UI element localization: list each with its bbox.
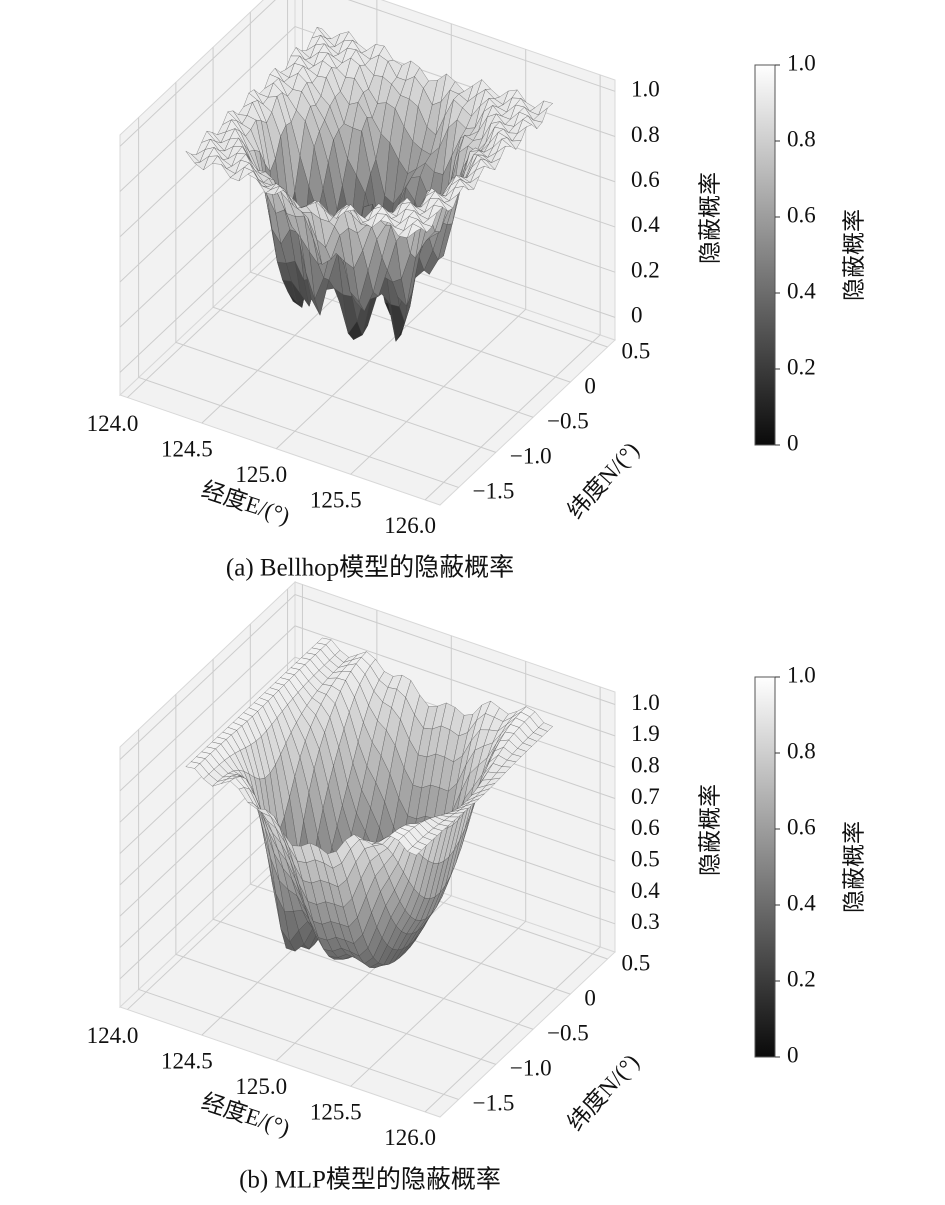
y-axis-label: 纬度N/(°) (563, 437, 644, 523)
colorbar-tick-label: 0.6 (787, 814, 816, 839)
y-tick-label: 0 (584, 373, 596, 398)
colorbar-tick-label: 0.8 (787, 738, 816, 763)
grid-line (138, 729, 459, 1100)
x-tick-label: 125.0 (235, 462, 287, 487)
y-tick-label: 0.5 (622, 950, 651, 975)
caption: (a) Bellhop模型的隐蔽概率 (226, 554, 514, 582)
x-tick-label: 125.0 (235, 1074, 287, 1099)
colorbar-tick-label: 1.0 (787, 662, 816, 687)
grid-line (175, 82, 497, 453)
y-tick-label: 0 (584, 985, 596, 1010)
grid-line (424, 686, 601, 1113)
colorbar-tick-label: 0.2 (787, 354, 816, 379)
colorbar-tick-label: 0.6 (787, 202, 816, 227)
y-tick-label: −1.0 (510, 444, 552, 469)
x-tick-label: 124.5 (161, 1048, 213, 1073)
colorbar-tick-label: 0.8 (787, 126, 816, 151)
y-tick-label: −1.5 (473, 479, 515, 504)
x-tick-label: 125.5 (310, 488, 362, 513)
caption: (b) MLP模型的隐蔽概率 (239, 1166, 501, 1194)
z-tick-label: 1.0 (631, 77, 660, 102)
colorbar-label: 隐蔽概率 (841, 821, 866, 913)
colorbar-tick-label: 0 (787, 1042, 799, 1067)
colorbar-label: 隐蔽概率 (841, 209, 866, 301)
z-tick-label: 0.2 (631, 257, 660, 282)
colorbar-tick-label: 0.4 (787, 278, 816, 303)
y-tick-label: −1.5 (473, 1091, 515, 1116)
y-axis-label: 纬度N/(°) (563, 1049, 644, 1135)
z-tick-label: 0.6 (631, 815, 660, 840)
grid-line (424, 74, 601, 501)
y-tick-label: 0.5 (622, 338, 651, 363)
z-tick-label: 1.0 (631, 690, 660, 715)
colorbar-tick-label: 1.0 (787, 50, 816, 75)
x-tick-label: 125.5 (310, 1100, 362, 1125)
colorbar (754, 64, 776, 446)
surface-cell (407, 846, 422, 856)
surface-cell (407, 223, 422, 239)
z-tick-label: 0.5 (631, 846, 660, 871)
z-tick-label: 0.7 (631, 784, 660, 809)
grid-line (119, 0, 616, 147)
grid-line (175, 694, 497, 1065)
z-tick-label: 0.4 (631, 212, 660, 237)
y-tick-label: −1.0 (510, 1056, 552, 1081)
colorbar (754, 676, 776, 1058)
z-axis-label: 隐蔽概率 (697, 172, 722, 264)
z-tick-label: 0.6 (631, 167, 660, 192)
z-tick-label: 0.4 (631, 878, 660, 903)
x-tick-label: 124.5 (161, 436, 213, 461)
grid-line (350, 49, 527, 475)
z-axis-label: 隐蔽概率 (697, 784, 722, 876)
colorbar-tick-label: 0 (787, 430, 799, 455)
grid-line (119, 593, 616, 760)
surface-plot: 124.0 124.5 125.0 125.5 126.0 −1.5 −1.0 −0.5 0 0.… (87, 0, 660, 538)
x-tick-label: 126.0 (384, 1125, 436, 1150)
z-tick-label: 0.8 (631, 122, 660, 147)
y-tick-label: −0.5 (547, 409, 589, 434)
colorbar-tick-label: 0.2 (787, 966, 816, 991)
surface-plot: 124.0 124.5 125.0 125.5 126.0 −1.5 −1.0 −0.5 0 0.… (87, 580, 660, 1150)
z-tick-label: 0 (631, 303, 643, 328)
x-tick-label: 126.0 (384, 513, 436, 538)
x-tick-label: 124.0 (87, 1023, 139, 1048)
grid-line (138, 117, 459, 488)
grid-line (119, 625, 616, 792)
z-tick-label: 1.9 (631, 721, 660, 746)
z-tick-label: 0.8 (631, 752, 660, 777)
x-tick-label: 124.0 (87, 411, 139, 436)
y-tick-label: −0.5 (547, 1021, 589, 1046)
z-tick-label: 0.3 (631, 909, 660, 934)
colorbar-tick-label: 0.4 (787, 890, 816, 915)
